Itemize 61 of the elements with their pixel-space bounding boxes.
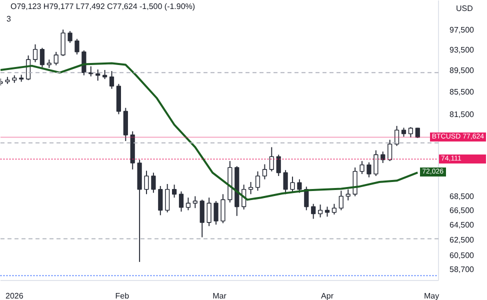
y-tick-label: 60,500 — [450, 250, 475, 260]
candlestick — [123, 107, 128, 142]
ylabel: USD — [456, 4, 473, 13]
candlestick — [68, 30, 72, 44]
candlestick — [248, 181, 254, 195]
candlestick — [220, 194, 226, 224]
candlestick — [165, 183, 170, 213]
y-tick-label: 93,500 — [450, 45, 475, 54]
y-tick-label: 97,500 — [450, 26, 475, 35]
x-tick-label: Mar — [212, 292, 227, 300]
x-tick-label: Apr — [321, 292, 334, 300]
candlestick — [214, 200, 218, 226]
candlestick — [186, 197, 191, 211]
candlestick — [74, 38, 80, 55]
candlestick — [32, 44, 38, 63]
candlestick — [394, 125, 400, 146]
y-tick-label: 89,500 — [450, 66, 475, 76]
candlestick — [102, 70, 108, 80]
candlestick — [40, 47, 45, 68]
candlestick — [178, 190, 184, 212]
candlestick — [172, 184, 177, 198]
candlestick — [60, 29, 66, 56]
candlestick — [297, 178, 302, 194]
x-tick-label: 2026 — [6, 292, 24, 300]
candlestick — [276, 154, 281, 176]
candlestick — [318, 204, 323, 218]
candlestick — [144, 170, 149, 195]
y-tick-label: 81,500 — [450, 110, 475, 120]
candlestick — [290, 176, 295, 194]
candlestick — [374, 150, 378, 176]
candlestick — [401, 127, 406, 138]
candlestick — [338, 190, 344, 211]
candlestick — [158, 186, 163, 216]
candlestick — [151, 172, 156, 194]
y-tick-label: 66,500 — [450, 206, 475, 216]
candlestick — [262, 164, 267, 180]
y-tick-label: 64,500 — [450, 220, 475, 230]
candlestick — [388, 139, 392, 162]
y-tick-label: 68,500 — [450, 192, 475, 202]
annotation: O79,123 H79,177 L77,492 C77,624 -1,500 (-1.90%) — [10, 2, 196, 11]
candlestick — [360, 160, 364, 175]
candlestick — [332, 203, 337, 215]
y-tick-label: 85,500 — [450, 88, 475, 97]
candlestick — [408, 126, 413, 138]
candlestick — [283, 170, 288, 195]
x-tick-label: May — [424, 292, 440, 300]
candlestick — [192, 196, 198, 209]
y-tick-label: 58,700 — [450, 265, 475, 274]
candlestick — [200, 199, 204, 238]
annotation: 3 — [6, 14, 12, 24]
candlestick — [311, 203, 316, 220]
candlestick — [324, 206, 330, 218]
x-tick-label: Feb — [115, 292, 130, 300]
candlestick — [255, 170, 260, 192]
candlestick — [346, 188, 350, 201]
y-tick-label: 62,500 — [450, 236, 475, 244]
candlestick — [206, 197, 212, 227]
candlestick — [269, 146, 274, 172]
candlestick — [54, 51, 58, 66]
candlestick — [109, 70, 114, 90]
candlestick — [366, 162, 372, 178]
